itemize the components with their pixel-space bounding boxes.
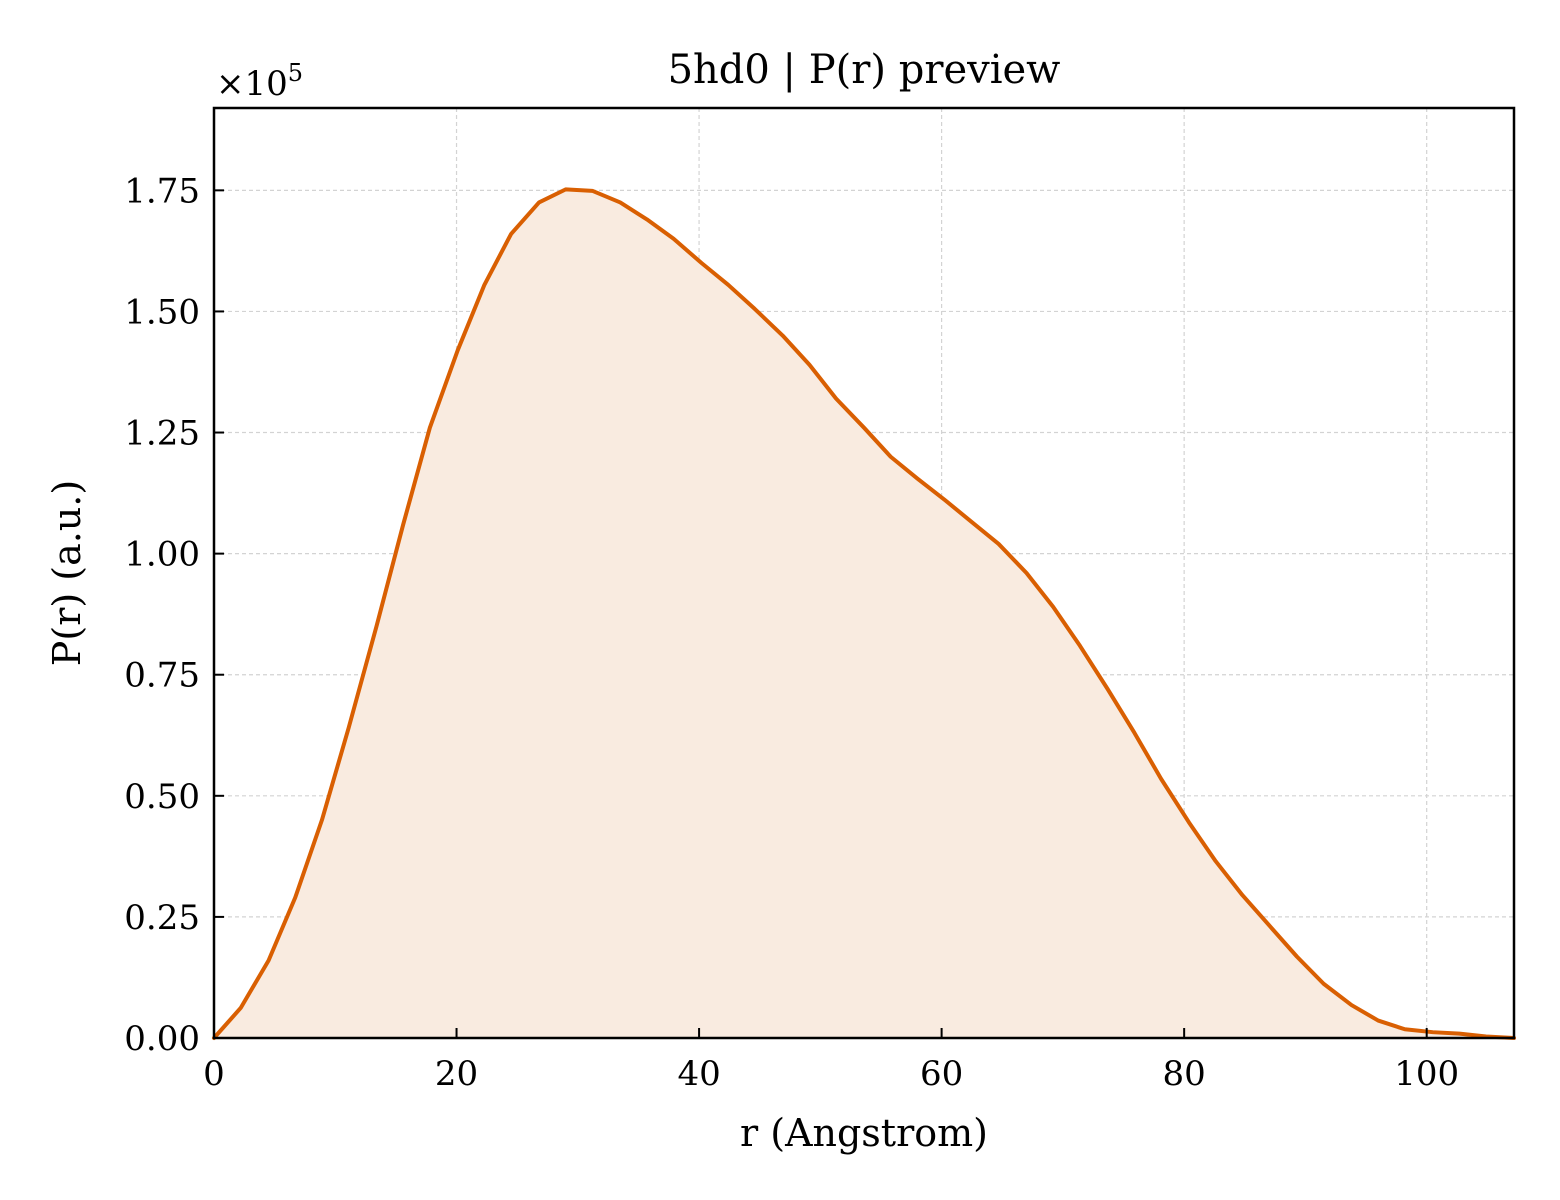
y-axis-ticks: 0.00 0.25 0.50 0.75 1.00 1.25 1.50 1.75 — [124, 171, 224, 1059]
x-tick-label: 80 — [1163, 1054, 1206, 1094]
x-tick-label: 20 — [435, 1054, 478, 1094]
chart-title: 5hd0 | P(r) preview — [668, 47, 1061, 93]
x-tick-label: 100 — [1394, 1054, 1459, 1094]
y-scale-base: ×10 — [216, 64, 288, 104]
x-tick-label: 0 — [203, 1054, 225, 1094]
y-axis-label: P(r) (a.u.) — [45, 480, 89, 666]
y-tick-label: 1.25 — [124, 414, 200, 454]
x-tick-label: 60 — [920, 1054, 963, 1094]
y-tick-label: 0.00 — [124, 1019, 200, 1059]
y-tick-label: 0.75 — [124, 656, 200, 696]
y-tick-label: 0.50 — [124, 777, 200, 817]
y-scale-exponent: 5 — [288, 59, 303, 87]
y-tick-label: 1.50 — [124, 292, 200, 332]
x-tick-label: 40 — [677, 1054, 720, 1094]
y-tick-label: 1.00 — [124, 535, 200, 575]
plot-frame — [212, 106, 1516, 1040]
y-tick-label: 1.75 — [124, 171, 200, 211]
series-line — [212, 187, 1516, 1040]
x-axis-label: r (Angstrom) — [740, 1111, 988, 1155]
x-axis-ticks: 0 20 40 60 80 100 — [203, 1028, 1459, 1094]
series-area-fill — [214, 189, 1514, 1038]
y-scale-multiplier: ×105 — [216, 59, 303, 104]
y-tick-label: 0.25 — [124, 898, 200, 938]
